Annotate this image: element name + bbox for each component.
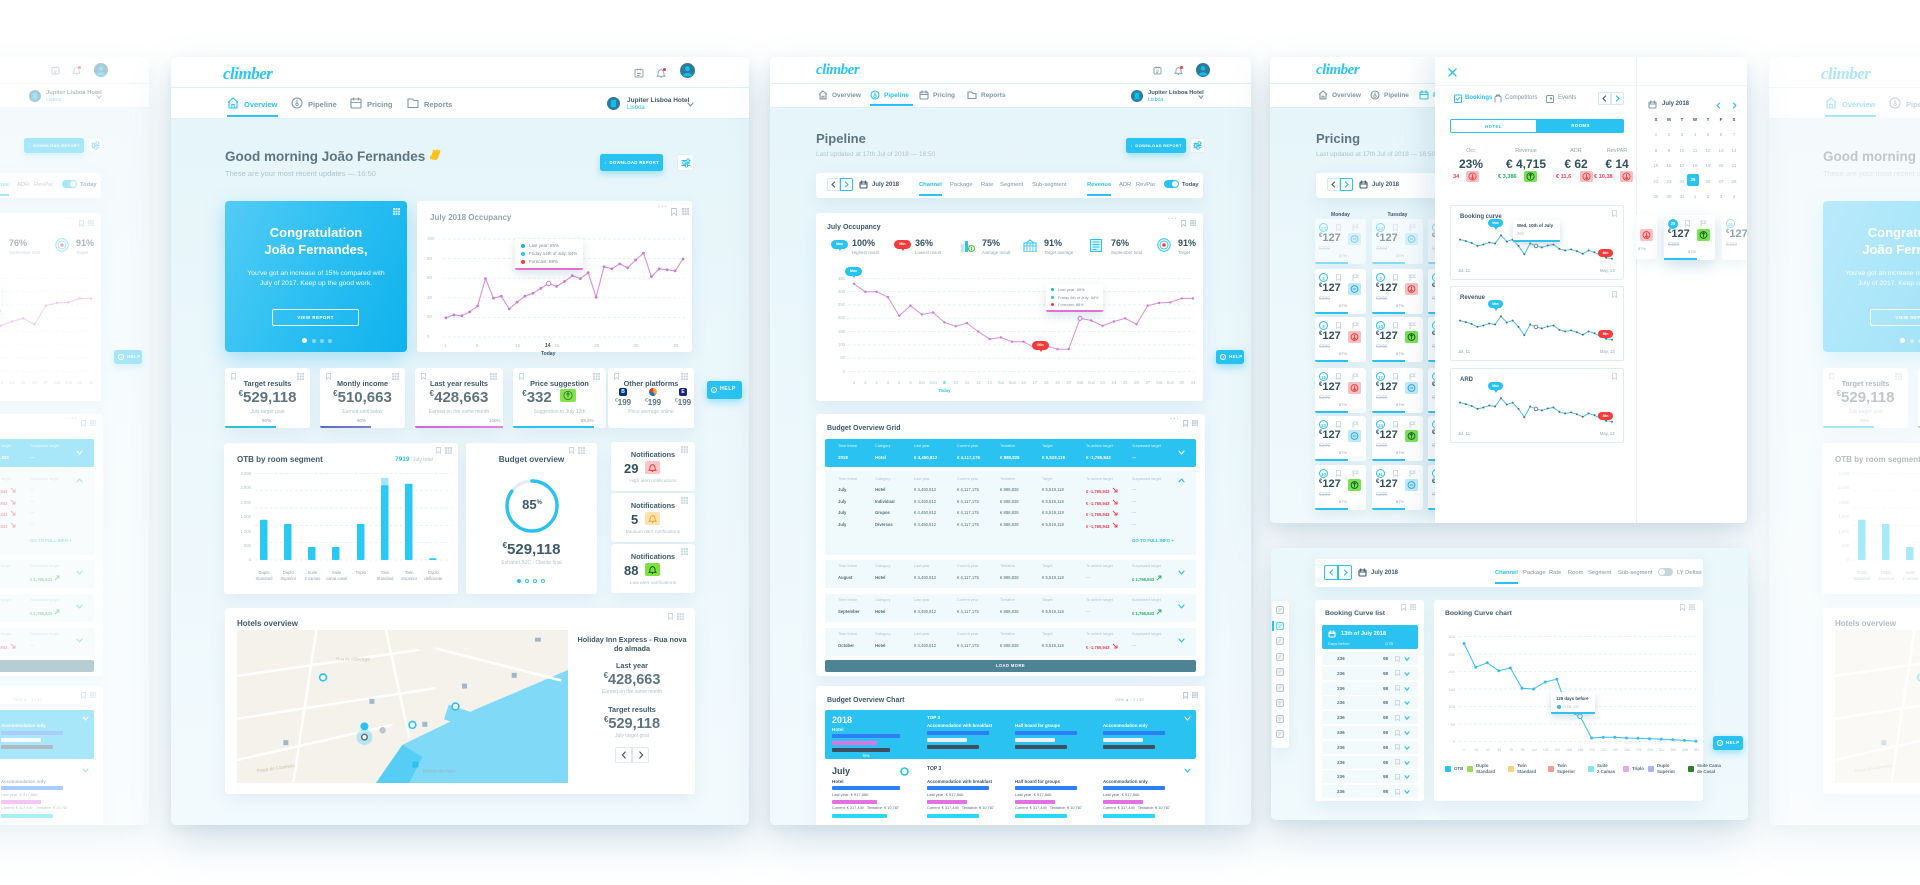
svg-text:Terreiro do Paço: Terreiro do Paço [422,768,456,773]
svg-text:Rua da Alfândega: Rua da Alfândega [336,657,370,662]
svg-text:Praça do Comércio: Praça do Comércio [1854,763,1893,773]
svg-text:Praça do Comércio: Praça do Comércio [256,763,295,773]
